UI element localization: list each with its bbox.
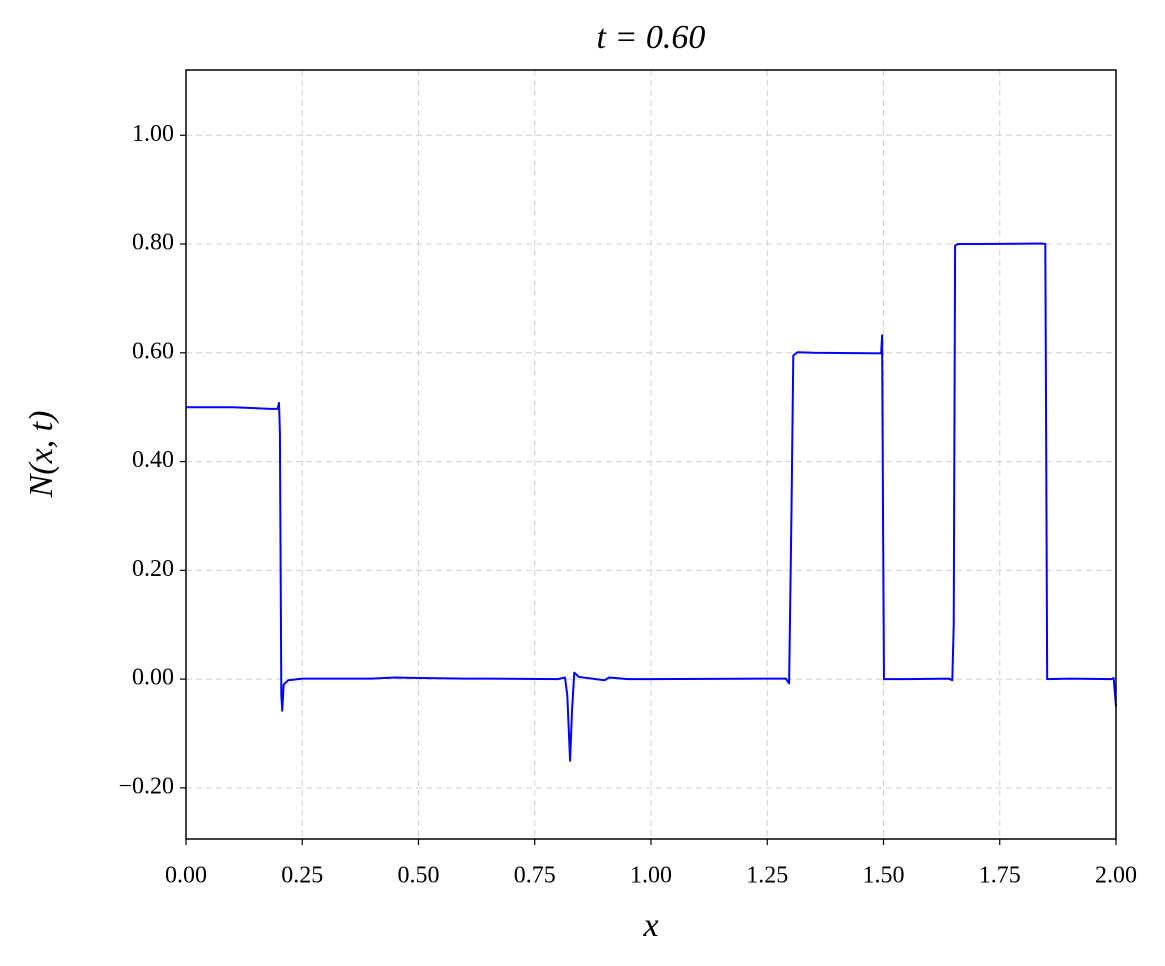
data-line bbox=[186, 242, 1117, 762]
plot-frame bbox=[185, 69, 1117, 840]
y-tick-label: 0.20 bbox=[132, 556, 174, 582]
x-axis-label: x bbox=[642, 907, 658, 944]
y-tick-label: 1.00 bbox=[132, 121, 174, 147]
x-tick-label: 0.75 bbox=[514, 863, 556, 889]
x-tick-label: 1.50 bbox=[863, 863, 905, 889]
x-tick-label: 1.25 bbox=[746, 863, 788, 889]
x-tick-label: 1.00 bbox=[630, 863, 672, 889]
x-tick-label: 1.75 bbox=[979, 863, 1021, 889]
y-tick-label: 0.80 bbox=[132, 230, 174, 256]
x-tick-label: 0.50 bbox=[398, 863, 440, 889]
x-tick-label: 0.25 bbox=[281, 863, 323, 889]
y-tick-label: 0.40 bbox=[132, 447, 174, 473]
y-tick-label: 0.60 bbox=[132, 338, 174, 364]
x-tick-label: 0.00 bbox=[165, 863, 207, 889]
y-tick-label: 0.00 bbox=[132, 665, 174, 691]
y-axis-label: N(x, t) bbox=[23, 411, 60, 499]
y-tick-label: −0.20 bbox=[118, 773, 174, 799]
x-tick-label: 2.00 bbox=[1095, 863, 1137, 889]
chart-title: t = 0.60 bbox=[597, 19, 706, 56]
